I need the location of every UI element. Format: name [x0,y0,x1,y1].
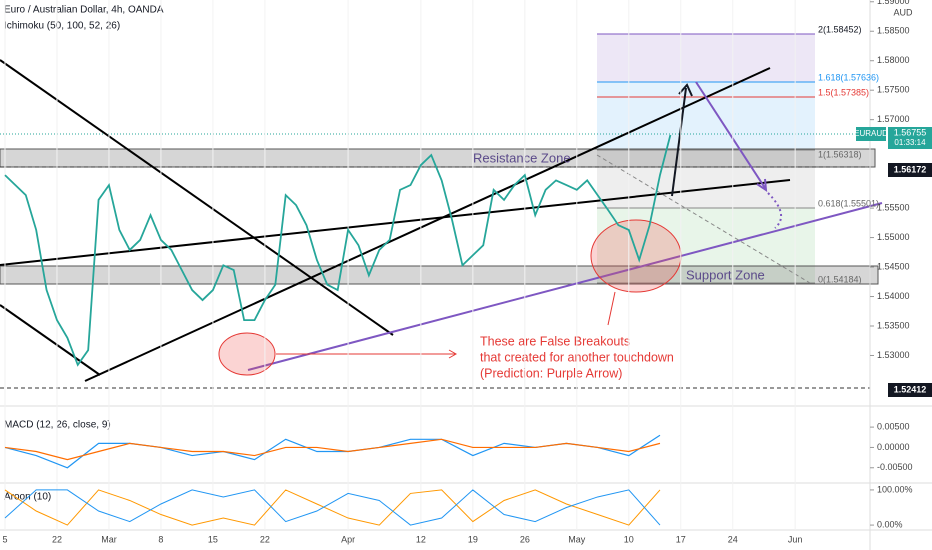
level-badge [888,163,932,177]
trendline [0,179,791,266]
low-badge [888,383,932,397]
last-price-badge [888,127,932,149]
y-tick-label: 1.53000 [877,350,910,360]
y-tick-label: 1.57000 [877,114,910,124]
up-arrow [671,87,687,197]
x-tick-label: Apr [341,534,355,544]
purple-arrow [695,81,766,189]
fib-label: 1.5(1.57385) [818,87,869,97]
y-tick-label: 0.00% [877,519,903,529]
aroon-line [4,489,661,526]
currency: AUD [893,7,913,17]
y-tick-label: 1.54000 [877,291,910,301]
breakout-ellipse [590,219,682,293]
trendline [0,59,394,336]
fib-zone-mid [597,150,815,208]
x-tick-label: 15 [208,534,218,544]
x-tick-label: 17 [676,534,686,544]
x-tick-label: 19 [468,534,478,544]
chart-title: Euro / Australian Dollar, 4h, OANDA [4,5,164,16]
purple-arrow-head [756,178,768,192]
indicator-label: Ichimoku (50, 100, 52, 26) [4,21,120,32]
x-tick-label: Mar [101,534,117,544]
x-tick-label: 24 [728,534,738,544]
x-tick-label: 26 [520,534,530,544]
note-line: (Prediction: Purple Arrow) [480,366,622,380]
breakout-ellipse [218,332,276,376]
y-tick-label: -0.00500 [877,462,913,472]
level-price: 1.56172 [894,164,927,174]
y-tick-label: 1.58500 [877,26,910,36]
x-tick-label: 5 [2,534,7,544]
y-tick-label: 1.58000 [877,55,910,65]
y-tick-label: 0.00000 [877,442,910,452]
aroon-line [4,489,661,526]
purple-trendline [247,202,883,371]
resistance-label: Resistance Zone [473,150,571,165]
y-tick-label: 1.54500 [877,261,910,271]
countdown: 01:33:14 [894,138,926,147]
fib-label: 1.618(1.57636) [818,72,879,82]
y-tick-label: 1.59000 [877,0,910,6]
x-tick-label: 8 [158,534,163,544]
y-tick-label: 100.00% [877,484,913,494]
price-line [4,134,672,367]
low-price: 1.52412 [894,384,927,394]
x-tick-label: 22 [52,534,62,544]
fib-zone-top [597,34,815,82]
y-tick-label: 1.57500 [877,85,910,95]
fib-label: 2(1.58452) [818,24,862,34]
last-price: 1.56755 [894,127,927,137]
x-tick-label: 10 [624,534,634,544]
trendline [0,304,101,376]
y-tick-label: 1.55000 [877,232,910,242]
note-line: These are False Breakouts [480,334,630,348]
symbol: EURAUD [854,129,888,138]
x-tick-label: Jun [788,534,803,544]
trendline [84,67,771,382]
support-zone [0,265,879,285]
note-arrow [607,291,616,326]
up-arrow-head [678,83,693,97]
y-tick-label: 1.55500 [877,202,910,212]
symbol-badge [856,127,886,141]
y-tick-label: 0.00500 [877,421,910,431]
support-label: Support Zone [686,267,765,282]
x-tick-label: May [568,534,586,544]
fib-zone-upper [597,82,815,150]
y-tick-label: 1.53500 [877,320,910,330]
fib-label: 1(1.56318) [818,149,862,159]
fib-label: 0.618(1.55501) [818,198,879,208]
note-arrow-head [448,349,458,359]
fib-label: 0(1.54184) [818,274,862,284]
x-tick-label: 22 [260,534,270,544]
macd-line [4,438,661,461]
x-tick-label: 12 [416,534,426,544]
